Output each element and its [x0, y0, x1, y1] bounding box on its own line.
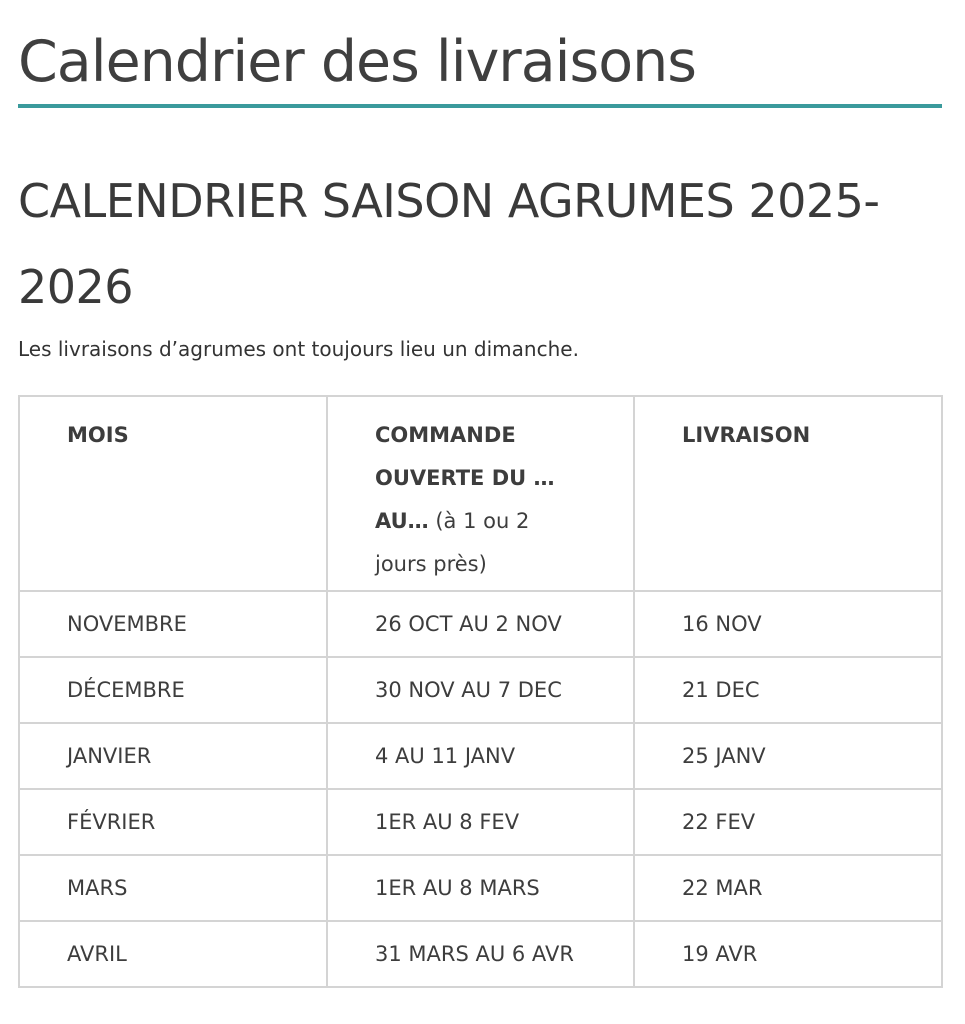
cell-mois: NOVEMBRE [18, 590, 328, 658]
cell-mois: JANVIER [18, 722, 328, 790]
cell-commande: 1ER AU 8 FEV [326, 788, 635, 856]
delivery-calendar-table: MOIS COMMANDE OUVERTE DU … AU… (à 1 ou 2… [18, 395, 943, 988]
header-commande-note: (à 1 ou 2 jours près) [375, 509, 530, 576]
intro-text: Les livraisons d’agrumes ont toujours li… [18, 337, 579, 361]
title-divider [18, 104, 942, 108]
table-header-row: MOIS COMMANDE OUVERTE DU … AU… (à 1 ou 2… [18, 395, 943, 592]
cell-commande: 4 AU 11 JANV [326, 722, 635, 790]
table-row: MARS 1ER AU 8 MARS 22 MAR [18, 854, 943, 922]
cell-commande: 26 OCT AU 2 NOV [326, 590, 635, 658]
cell-mois: DÉCEMBRE [18, 656, 328, 724]
cell-mois: MARS [18, 854, 328, 922]
cell-livraison: 25 JANV [633, 722, 943, 790]
header-livraison: LIVRAISON [633, 395, 943, 592]
header-mois: MOIS [18, 395, 328, 592]
cell-livraison: 22 FEV [633, 788, 943, 856]
cell-livraison: 19 AVR [633, 920, 943, 988]
table-row: AVRIL 31 MARS AU 6 AVR 19 AVR [18, 920, 943, 988]
cell-livraison: 16 NOV [633, 590, 943, 658]
table-row: DÉCEMBRE 30 NOV AU 7 DEC 21 DEC [18, 656, 943, 724]
page-title: Calendrier des livraisons [18, 29, 697, 95]
table-row: FÉVRIER 1ER AU 8 FEV 22 FEV [18, 788, 943, 856]
header-commande-label: COMMANDE OUVERTE DU … AU… [375, 423, 555, 533]
cell-commande: 1ER AU 8 MARS [326, 854, 635, 922]
table-row: NOVEMBRE 26 OCT AU 2 NOV 16 NOV [18, 590, 943, 658]
section-title: CALENDRIER SAISON AGRUMES 2025-2026 [18, 174, 880, 314]
cell-livraison: 22 MAR [633, 854, 943, 922]
table-row: JANVIER 4 AU 11 JANV 25 JANV [18, 722, 943, 790]
cell-mois: AVRIL [18, 920, 328, 988]
header-commande: COMMANDE OUVERTE DU … AU… (à 1 ou 2 jour… [326, 395, 635, 592]
cell-commande: 31 MARS AU 6 AVR [326, 920, 635, 988]
cell-mois: FÉVRIER [18, 788, 328, 856]
cell-commande: 30 NOV AU 7 DEC [326, 656, 635, 724]
cell-livraison: 21 DEC [633, 656, 943, 724]
